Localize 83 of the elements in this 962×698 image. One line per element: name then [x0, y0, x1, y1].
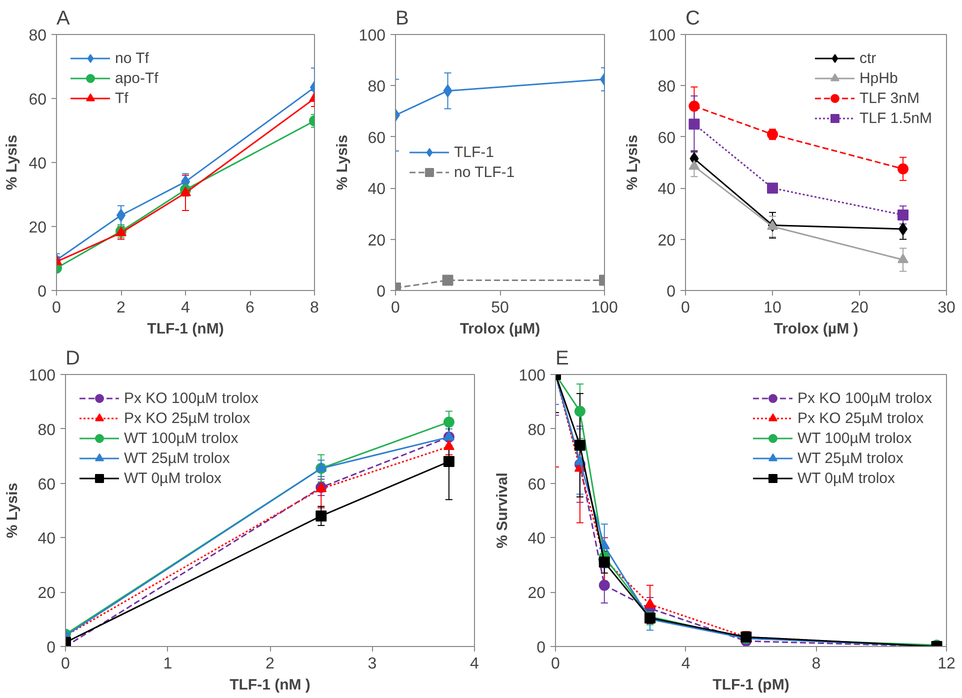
x-tick-label: 0 — [61, 656, 70, 672]
legend-label: WT 100µM trolox — [124, 429, 238, 447]
x-axis-title: Trolox (µM) — [460, 320, 540, 338]
y-tick-label: 80 — [28, 28, 47, 44]
y-tick-label: 20 — [368, 232, 386, 250]
legend-label: WT 25µM trolox — [124, 449, 230, 467]
y-tick-label: 100 — [28, 368, 56, 384]
x-tick-label: 8 — [310, 300, 320, 316]
y-tick-label: 20 — [38, 585, 56, 602]
legend-label: Tf — [115, 89, 130, 107]
y-tick-label: 40 — [28, 156, 47, 172]
legend-label: Px KO 100µM trolox — [124, 389, 259, 407]
y-tick-label: 60 — [658, 130, 676, 147]
x-tick-label: 3 — [368, 656, 377, 672]
y-tick-label: 80 — [368, 78, 386, 96]
x-tick-label: 20 — [850, 300, 868, 316]
legend-label: Px KO 25µM trolox — [124, 409, 250, 427]
y-tick-label: 0 — [666, 284, 676, 300]
x-tick-label: 50 — [491, 300, 509, 316]
y-tick-label: 80 — [528, 422, 546, 439]
legend-label: TLF-1 — [454, 143, 494, 161]
y-tick-label: 20 — [658, 232, 676, 250]
chart-title: B — [396, 8, 409, 30]
legend-label: HpHb — [859, 69, 898, 87]
legend-label: WT 0µM trolox — [124, 469, 222, 487]
x-tick-label: 1 — [163, 656, 172, 672]
x-tick-label: 2 — [116, 300, 126, 316]
legend-label: TLF 1.5nM — [859, 109, 932, 127]
y-tick-label: 60 — [38, 476, 56, 494]
x-axis-title: TLF-1 (nM) — [147, 320, 224, 338]
chart-title: C — [686, 8, 700, 30]
y-axis-title: % Lysis — [4, 482, 21, 538]
x-axis-title: TLF-1 (nM ) — [230, 676, 310, 694]
y-tick-label: 0 — [46, 640, 56, 656]
x-tick-label: 4 — [181, 300, 190, 316]
y-tick-label: 40 — [658, 181, 676, 198]
x-tick-label: 6 — [246, 300, 255, 316]
legend-label: Px KO 100µM trolox — [797, 389, 932, 407]
legend-label: no Tf — [115, 49, 149, 67]
legend-label: WT 100µM trolox — [797, 429, 912, 447]
legend-label: TLF 3nM — [859, 89, 920, 107]
legend-label: WT 0µM trolox — [797, 469, 896, 487]
legend-label: no TLF-1 — [454, 163, 515, 181]
y-tick-label: 0 — [536, 640, 546, 656]
chart-title: D — [66, 348, 80, 370]
y-tick-label: 60 — [28, 92, 47, 108]
y-tick-label: 60 — [528, 476, 546, 494]
x-tick-label: 100 — [591, 300, 618, 316]
y-axis-title: % Lysis — [624, 134, 641, 190]
chart-title: A — [56, 8, 70, 30]
y-tick-label: 60 — [368, 130, 386, 147]
y-tick-label: 0 — [38, 284, 47, 300]
x-tick-label: 0 — [681, 300, 690, 316]
x-tick-label: 0 — [391, 300, 400, 316]
y-tick-label: 100 — [518, 368, 546, 384]
y-tick-label: 100 — [648, 28, 676, 44]
x-tick-label: 30 — [938, 300, 956, 316]
x-tick-label: 0 — [551, 656, 560, 672]
y-tick-label: 80 — [658, 78, 676, 96]
y-tick-label: 0 — [376, 284, 386, 300]
x-axis-title: TLF-1 (pM) — [712, 676, 790, 694]
legend-label: Px KO 25µM trolox — [797, 409, 924, 427]
y-tick-label: 40 — [38, 530, 56, 548]
y-axis-title: % Survival — [494, 472, 511, 548]
y-axis-title: % Lysis — [4, 134, 21, 190]
legend-label: apo-Tf — [115, 69, 158, 87]
legend-label: WT 25µM trolox — [797, 449, 904, 467]
x-tick-label: 4 — [470, 656, 480, 672]
x-tick-label: 4 — [681, 656, 690, 672]
y-tick-label: 40 — [528, 530, 546, 548]
legend-label: ctr — [859, 49, 878, 67]
y-tick-label: 80 — [38, 422, 56, 439]
x-tick-label: 12 — [938, 656, 956, 672]
y-axis-title: % Lysis — [334, 134, 351, 190]
x-tick-label: 8 — [812, 656, 821, 672]
x-axis-title: Trolox (µM ) — [774, 320, 858, 338]
x-tick-label: 10 — [764, 300, 782, 316]
y-tick-label: 40 — [368, 181, 386, 198]
x-tick-label: 2 — [266, 656, 275, 672]
chart-title: E — [556, 348, 569, 370]
y-tick-label: 20 — [528, 585, 546, 602]
y-tick-label: 100 — [358, 28, 386, 44]
y-tick-label: 20 — [28, 220, 47, 236]
